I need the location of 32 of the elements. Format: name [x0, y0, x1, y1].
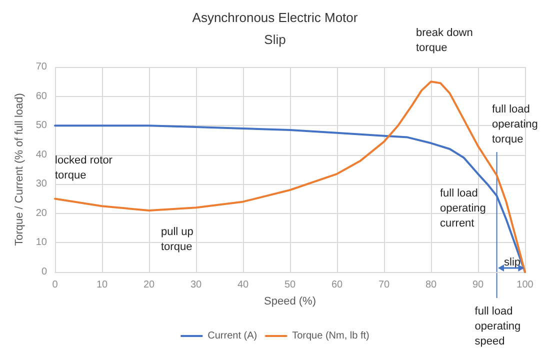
chart-subtitle: Slip: [264, 32, 286, 47]
legend-label: Current (A): [208, 330, 258, 342]
annotation: pull up torque: [161, 226, 194, 253]
y-tick-label: 50: [36, 120, 48, 132]
x-tick-label: 0: [52, 280, 58, 290]
ref-line-label: full load operating speed: [474, 306, 521, 348]
y-tick-label: 70: [36, 62, 48, 72]
x-tick-label: 10: [96, 280, 108, 290]
annotation: full load operating torque: [492, 104, 538, 146]
legend-label: Torque (Nm, lb ft): [292, 330, 370, 342]
x-tick-label: 40: [237, 280, 249, 290]
y-axis-title: Torque / Current (% of full load): [13, 93, 26, 246]
annotation: full load operating current: [440, 188, 486, 230]
y-tick-label: 60: [36, 90, 48, 102]
annotation: break down torque: [416, 27, 473, 54]
x-tick-label: 30: [190, 280, 202, 290]
x-axis-title: Speed (%): [264, 296, 316, 308]
y-tick-label: 10: [36, 237, 48, 248]
x-tick-label: 80: [425, 280, 437, 290]
y-tick-label: 20: [36, 208, 48, 219]
y-tick-label: 0: [41, 266, 48, 278]
annotation: slip: [504, 256, 521, 268]
y-tick-label: 30: [36, 178, 48, 190]
x-tick-label: 20: [143, 280, 155, 290]
x-tick-label: 100: [516, 280, 534, 290]
annotation: locked rotor torque: [55, 154, 113, 182]
y-tick-label: 40: [36, 149, 48, 160]
x-tick-label: 90: [472, 280, 484, 290]
chart-title: Asynchronous Electric Motor: [192, 10, 358, 25]
x-tick-label: 50: [284, 280, 296, 290]
x-tick-label: 60: [331, 280, 343, 290]
x-tick-label: 70: [378, 280, 390, 290]
